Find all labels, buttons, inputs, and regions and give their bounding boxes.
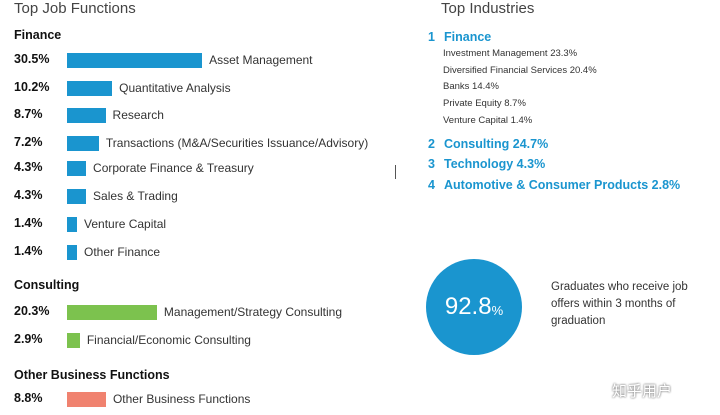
bar-label: Transactions (M&A/Securities Issuance/Ad… [105,136,369,150]
industry-rank-1: 1 [428,30,435,44]
industry-sub-item: Venture Capital 1.4% [443,115,533,126]
industry-rank-4: 4 [428,178,435,192]
divider [395,165,396,179]
bar-value: 8.7% [14,107,43,121]
bar-finance [67,108,106,123]
bar-value: 7.2% [14,135,43,149]
bar-finance [67,189,87,204]
bar-value: 30.5% [14,52,50,66]
bar-label: Management/Strategy Consulting [163,305,343,319]
bar-label: Asset Management [209,53,313,67]
bar-label: Venture Capital [84,217,167,231]
bar-value: 4.3% [14,188,43,202]
offer-rate-unit: % [491,302,504,318]
bar-finance [67,217,77,232]
group-heading-other-business: Other Business Functions [14,368,170,382]
bar-finance [67,161,87,176]
bar-label: Quantitative Analysis [119,81,231,95]
bar-other-business [67,392,106,407]
industry-sub-item: Investment Management 23.3% [443,48,578,59]
group-heading-finance: Finance [14,28,62,42]
bar-finance [67,53,203,68]
bar-label: Other Business Functions [112,392,251,406]
industry-sub-item: Private Equity 8.7% [443,98,526,109]
industry-sub-item: Diversified Financial Services 20.4% [443,65,597,76]
watermark: 知乎用户 [612,383,673,400]
bar-value: 10.2% [14,80,50,94]
offer-rate-description: Graduates who receive job offers within … [551,281,688,327]
bar-value: 20.3% [14,304,50,318]
bar-value: 2.9% [14,332,43,346]
bar-value: 8.8% [14,391,43,405]
bar-label: Sales & Trading [93,189,178,203]
industry-automotive: Automotive & Consumer Products 2.8% [444,178,681,192]
bar-finance [67,81,113,96]
bar-value: 1.4% [14,244,43,258]
bar-label: Financial/Economic Consulting [86,333,251,347]
bar-finance [67,245,77,260]
industry-rank-3: 3 [428,157,435,171]
bar-label: Research [112,108,164,122]
job-functions-title: Top Job Functions [14,0,136,17]
bar-label: Other Finance [84,245,161,259]
bar-finance [67,136,99,151]
offer-rate-value: 92.8 [444,293,492,320]
industry-sub-item: Banks 14.4% [443,81,499,92]
bar-consulting [67,305,157,320]
group-heading-consulting: Consulting [14,278,80,292]
industry-rank-2: 2 [428,137,435,151]
bar-value: 4.3% [14,160,43,174]
offer-rate-circle: 92.8 % [426,259,522,355]
industries-title: Top Industries [441,0,535,17]
industry-finance: Finance [444,30,492,44]
bar-value: 1.4% [14,216,43,230]
bar-consulting [67,333,80,348]
bar-label: Corporate Finance & Treasury [93,161,254,175]
industry-consulting: Consulting 24.7% [444,137,549,151]
industry-technology: Technology 4.3% [444,157,546,171]
